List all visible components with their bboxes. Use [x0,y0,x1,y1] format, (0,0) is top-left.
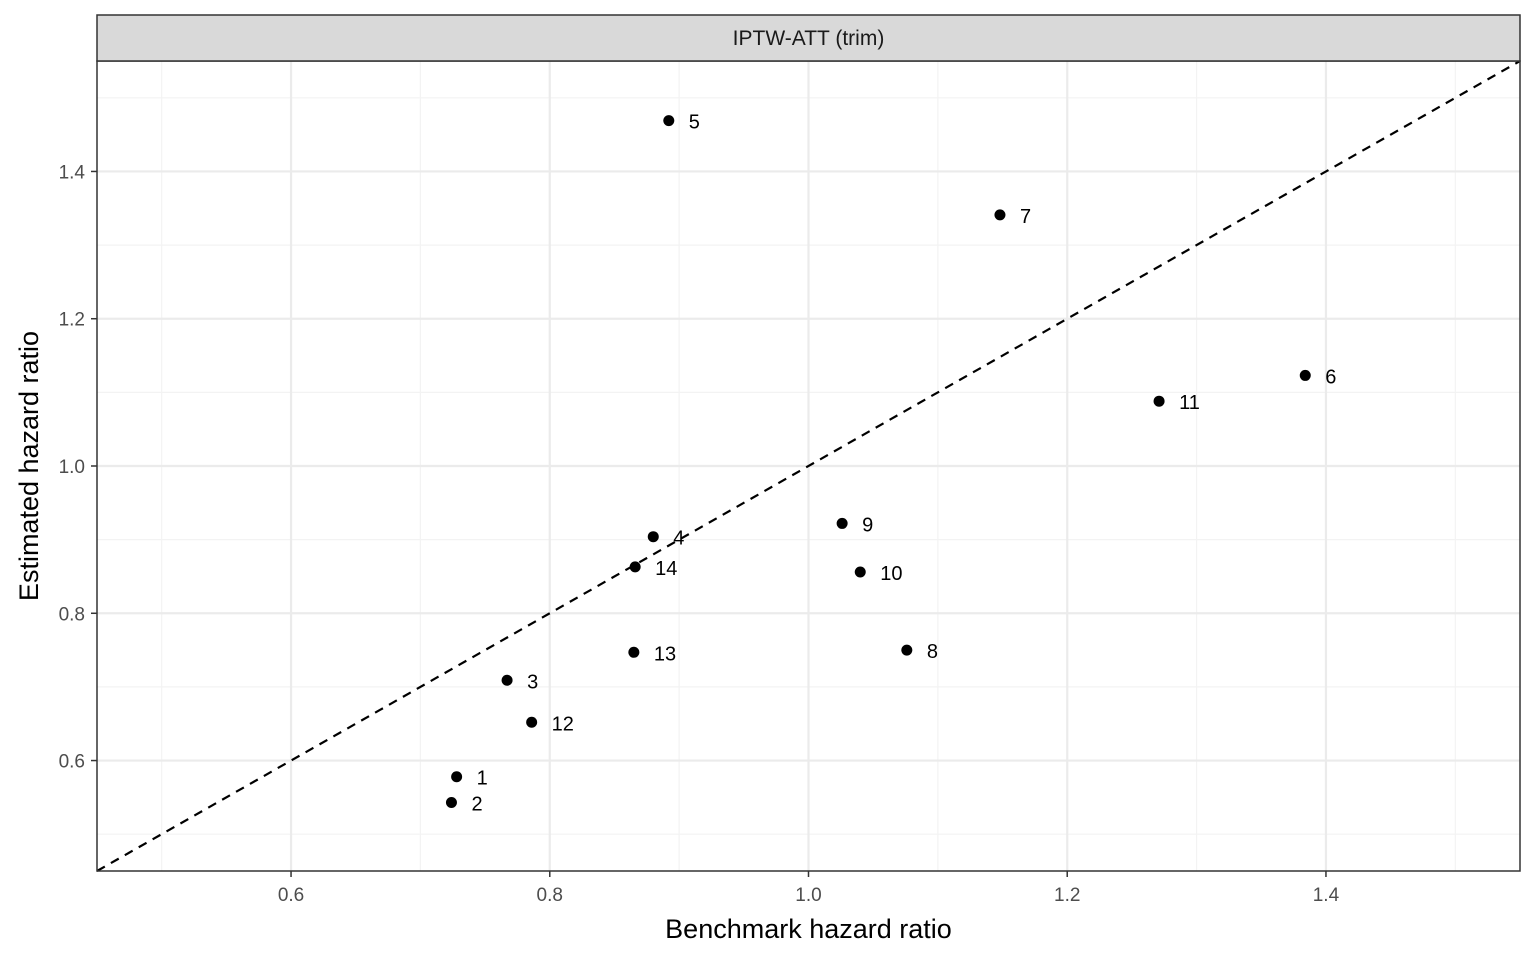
point-label: 5 [689,112,700,134]
y-tick-label: 1.0 [59,457,85,478]
data-point [994,209,1006,221]
y-tick-label: 0.8 [59,604,85,625]
data-point [451,771,463,783]
y-tick-label: 1.4 [59,162,86,183]
point-label: 11 [1179,392,1200,414]
point-label: 3 [527,671,538,693]
facet-strip-label: IPTW-ATT (trim) [733,27,885,50]
data-point [526,716,538,728]
x-tick-label: 1.4 [1313,885,1340,906]
data-point [836,517,848,529]
point-label: 13 [654,643,676,665]
point-label: 14 [655,558,677,580]
data-point [628,646,640,658]
x-axis-title: Benchmark hazard ratio [665,914,952,944]
x-tick-label: 1.2 [1054,885,1080,906]
data-point [501,674,513,686]
reference-line-layer [96,60,1521,872]
point-label: 10 [880,563,902,585]
point-label: 1 [477,768,488,790]
x-tick-label: 0.8 [537,885,563,906]
data-point [647,531,659,543]
point-label: 4 [673,528,684,550]
point-label: 8 [927,641,938,663]
data-point [663,115,675,127]
point-label: 12 [552,713,574,735]
y-axis-title: Estimated hazard ratio [14,331,44,601]
data-point [1153,395,1165,407]
x-tick-label: 0.6 [278,885,304,906]
y-tick-label: 1.2 [59,310,85,331]
data-point [1299,369,1311,381]
data-point [901,644,913,656]
y-tick-label: 0.6 [59,752,85,773]
facet-strip [96,14,1521,62]
data-point [854,566,866,578]
y-axis-ticks: 0.6 0.8 1.0 1.2 1.4 [59,162,97,773]
x-tick-label: 1.0 [795,885,821,906]
identity-reference-line [96,60,1521,872]
data-point [445,797,457,809]
point-label: 6 [1325,366,1336,388]
point-label: 2 [471,794,482,816]
data-point [629,561,641,573]
point-label: 9 [862,514,873,536]
point-label: 7 [1020,206,1031,228]
major-gridlines [97,61,1520,871]
x-axis-ticks: 0.6 0.8 1.0 1.2 1.4 [278,871,1340,906]
